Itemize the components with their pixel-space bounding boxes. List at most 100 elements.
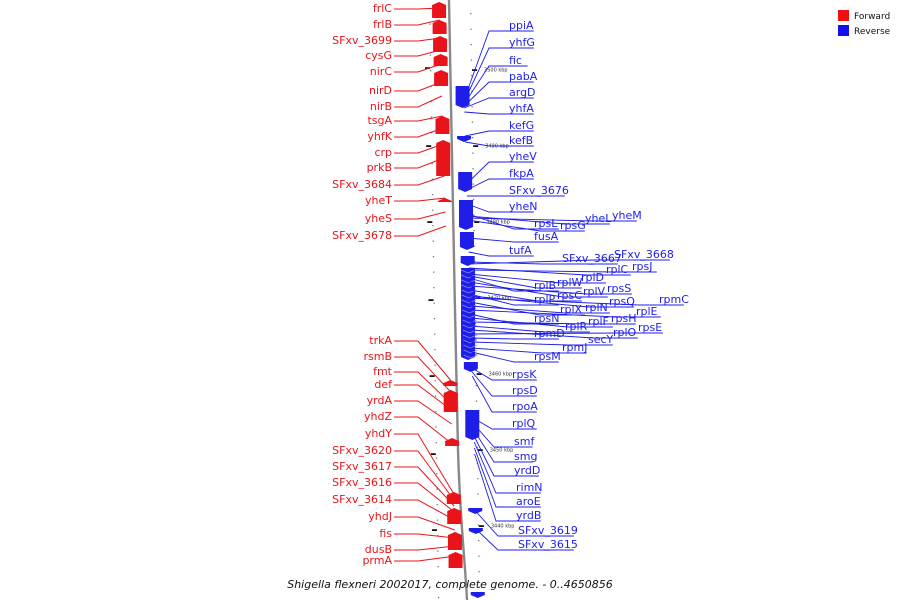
reverse-gene-label[interactable]: yheV (509, 150, 537, 163)
reverse-gene-label[interactable]: rpsD (512, 384, 538, 397)
forward-gene-feature[interactable] (433, 36, 448, 52)
forward-gene-label[interactable]: cysG (365, 49, 392, 62)
forward-gene-label[interactable]: SFxv_3699 (332, 34, 392, 47)
forward-gene-feature[interactable] (435, 116, 450, 134)
reverse-gene-label[interactable]: rpsH (611, 312, 637, 325)
forward-gene-label[interactable]: rsmB (363, 350, 392, 363)
forward-gene-feature[interactable] (447, 508, 462, 524)
reverse-gene-label[interactable]: pabA (509, 70, 538, 83)
reverse-gene-label[interactable]: rpmD (534, 327, 565, 340)
forward-gene-label[interactable]: SFxv_3620 (332, 444, 392, 457)
reverse-gene-label[interactable]: rplD (581, 271, 604, 284)
forward-gene-label[interactable]: dusB (365, 543, 392, 556)
reverse-gene-label[interactable]: yhfG (509, 36, 535, 49)
reverse-gene-label[interactable]: kefB (509, 134, 533, 147)
reverse-gene-label[interactable]: smg (514, 450, 537, 463)
forward-gene-label[interactable]: prmA (362, 554, 392, 567)
forward-gene-label[interactable]: nirC (370, 65, 393, 78)
reverse-gene-label[interactable]: fkpA (509, 167, 534, 180)
reverse-gene-label[interactable]: rplF (588, 315, 609, 328)
forward-gene-label[interactable]: def (374, 378, 393, 391)
forward-gene-label[interactable]: SFxv_3616 (332, 476, 392, 489)
reverse-gene-label[interactable]: rpsS (607, 282, 631, 295)
reverse-gene-feature[interactable] (455, 86, 470, 108)
reverse-gene-label[interactable]: secY (588, 333, 614, 346)
reverse-gene-label[interactable]: yhfA (509, 102, 534, 115)
reverse-gene-label[interactable]: rpoA (512, 400, 538, 413)
forward-gene-label[interactable]: yhdY (365, 427, 392, 440)
forward-gene-feature[interactable] (437, 198, 452, 202)
reverse-gene-label[interactable]: rpsJ (632, 260, 652, 273)
reverse-gene-label[interactable]: SFxv_3615 (518, 538, 578, 551)
reverse-gene-label[interactable]: aroE (516, 495, 541, 508)
reverse-gene-label[interactable]: argD (509, 86, 536, 99)
reverse-gene-label[interactable]: tufA (509, 244, 532, 257)
forward-gene-label[interactable]: tsgA (367, 114, 392, 127)
reverse-gene-label[interactable]: rpsK (512, 368, 537, 381)
forward-gene-label[interactable]: SFxv_3678 (332, 229, 392, 242)
forward-gene-label[interactable]: yheT (365, 194, 392, 207)
forward-gene-label[interactable]: frlB (373, 18, 392, 31)
reverse-gene-feature[interactable] (457, 136, 472, 142)
forward-gene-label[interactable]: SFxv_3617 (332, 460, 392, 473)
reverse-gene-label[interactable]: fic (509, 54, 522, 67)
reverse-gene-feature[interactable] (459, 232, 474, 250)
reverse-gene-feature[interactable] (460, 256, 475, 266)
reverse-gene-label[interactable]: rpsQ (609, 295, 635, 308)
forward-gene-feature[interactable] (433, 54, 448, 66)
forward-gene-feature[interactable] (434, 70, 449, 86)
reverse-gene-feature[interactable] (459, 200, 473, 230)
reverse-gene-label[interactable]: rpsL (534, 217, 558, 230)
reverse-gene-label[interactable]: fusA (534, 230, 559, 243)
reverse-gene-label[interactable]: rplN (585, 301, 608, 314)
reverse-gene-label[interactable]: rpmC (659, 293, 689, 306)
reverse-gene-label[interactable]: rpsM (534, 350, 561, 363)
forward-gene-label[interactable]: nirB (370, 100, 392, 113)
reverse-gene-label[interactable]: rpsN (534, 312, 559, 325)
reverse-gene-label[interactable]: rplC (606, 263, 629, 276)
reverse-gene-label[interactable]: SFxv_3676 (509, 184, 569, 197)
reverse-gene-label[interactable]: rpsC (557, 289, 582, 302)
reverse-gene-label[interactable]: rplR (565, 320, 588, 333)
reverse-gene-label[interactable]: rpsE (638, 321, 662, 334)
reverse-gene-label[interactable]: rplQ (512, 417, 536, 430)
forward-gene-label[interactable]: SFxv_3614 (332, 493, 392, 506)
reverse-gene-feature[interactable] (461, 268, 476, 360)
reverse-gene-label[interactable]: rplB (534, 279, 556, 292)
forward-gene-feature[interactable] (443, 380, 458, 386)
reverse-gene-label[interactable]: ppiA (509, 19, 534, 32)
forward-gene-label[interactable]: nirD (369, 84, 392, 97)
reverse-gene-label[interactable]: SFxv_3667 (562, 252, 622, 265)
reverse-gene-label[interactable]: rplE (636, 305, 658, 318)
reverse-gene-label[interactable]: SFxv_3668 (614, 248, 674, 261)
reverse-gene-feature[interactable] (458, 172, 473, 192)
forward-gene-label[interactable]: SFxv_3684 (332, 178, 392, 191)
reverse-gene-label[interactable]: kefG (509, 119, 534, 132)
forward-gene-feature[interactable] (443, 390, 458, 412)
forward-gene-label[interactable]: yhdJ (368, 510, 392, 523)
reverse-gene-label[interactable]: rplW (557, 276, 583, 289)
reverse-gene-label[interactable]: rpsG (560, 219, 586, 232)
reverse-gene-label[interactable]: yrdB (516, 509, 541, 522)
reverse-gene-label[interactable]: smf (514, 435, 535, 448)
forward-gene-feature[interactable] (432, 2, 447, 18)
forward-gene-label[interactable]: yheS (365, 212, 392, 225)
reverse-gene-label[interactable]: yheL (585, 212, 612, 225)
reverse-gene-feature[interactable] (468, 508, 483, 514)
reverse-gene-label[interactable]: rplP (534, 293, 556, 306)
reverse-gene-label[interactable]: SFxv_3619 (518, 524, 578, 537)
forward-gene-label[interactable]: yhdZ (364, 410, 392, 423)
forward-gene-label[interactable]: fmt (373, 365, 393, 378)
forward-gene-feature[interactable] (447, 532, 462, 550)
forward-gene-label[interactable]: frlC (373, 2, 392, 15)
forward-gene-feature[interactable] (448, 552, 463, 568)
forward-gene-label[interactable]: yrdA (367, 394, 393, 407)
reverse-gene-label[interactable]: rplX (560, 303, 583, 316)
reverse-gene-label[interactable]: rpmJ (562, 341, 587, 354)
forward-gene-label[interactable]: prkB (367, 161, 392, 174)
reverse-gene-feature[interactable] (470, 592, 485, 598)
reverse-gene-label[interactable]: yheN (509, 200, 537, 213)
reverse-gene-label[interactable]: rimN (516, 481, 543, 494)
forward-gene-feature[interactable] (445, 438, 460, 446)
forward-gene-feature[interactable] (432, 20, 447, 34)
